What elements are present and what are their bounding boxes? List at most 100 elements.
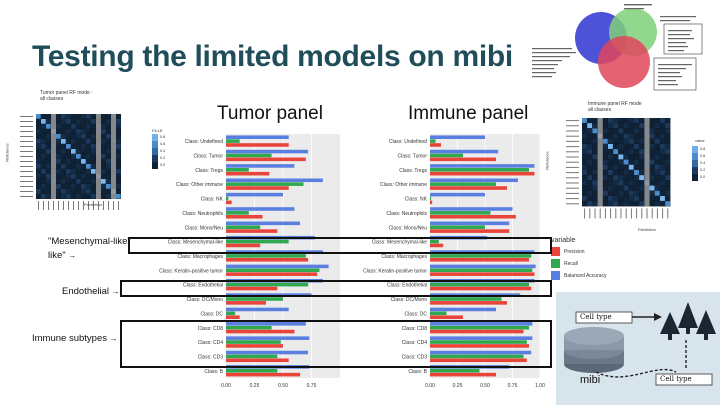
heatmap-cell: [76, 169, 81, 174]
x-tick-label: 0.50: [278, 383, 288, 389]
bar-balanced-accuracy: [430, 221, 510, 226]
heatmap-cell: [587, 180, 593, 186]
heatmap-cell: [41, 149, 46, 154]
heatmap-cell: [101, 159, 106, 164]
bar-balanced-accuracy: [226, 178, 323, 183]
bar-precision: [226, 301, 266, 305]
annotation-immune-subtypes: Immune subtypes →: [32, 333, 118, 344]
heatmap-cell: [639, 144, 645, 149]
left-heatmap-y-label: Reference: [4, 143, 10, 162]
heatmap-cell: [660, 144, 665, 149]
col-label-line: [118, 201, 119, 210]
heatmap-cell: [101, 179, 106, 184]
heatmap-cell: [649, 128, 655, 134]
heatmap-cell: [654, 154, 660, 160]
x-tick-label: 0.25: [250, 383, 260, 389]
bar-recall: [430, 168, 529, 172]
heatmap-cell: [116, 129, 121, 134]
row-label-line: [566, 120, 579, 122]
category-label: Class: DC: [200, 311, 223, 317]
bar-precision: [430, 372, 496, 377]
heatmap-cell: [101, 144, 106, 149]
heatmap-cell: [618, 123, 624, 129]
heatmap-cell: [660, 190, 665, 196]
heatmap-cell: [623, 201, 629, 207]
heatmap-cell: [654, 196, 660, 201]
heatmap-cell: [81, 194, 86, 199]
category-label: Class: Keratin-positive tumor: [363, 268, 427, 274]
row-label-line: [566, 125, 579, 127]
arrow-right-icon: [654, 313, 662, 321]
bar-precision: [226, 157, 306, 162]
heatmap-cell: [660, 123, 665, 129]
heatmap-cell: [106, 164, 111, 169]
bar-precision: [430, 200, 433, 205]
heatmap-cell: [602, 133, 608, 139]
bar-recall: [226, 325, 272, 330]
heatmap-cell: [56, 134, 61, 139]
heatmap-cell: [649, 138, 655, 144]
heatmap-cell: [61, 149, 66, 154]
heatmap-cell: [587, 185, 593, 191]
heatmap-cell: [634, 175, 639, 181]
heatmap-cell: [660, 185, 665, 191]
heatmap-cell: [86, 164, 91, 169]
legend-gradient-step: [692, 153, 698, 160]
heatmap-cell: [613, 144, 619, 149]
heatmap-cell: [36, 149, 41, 154]
heatmap-cell: [41, 184, 46, 189]
heatmap-cell: [623, 149, 629, 155]
heatmap-cell: [81, 139, 86, 144]
bar-precision: [226, 358, 289, 363]
heatmap-cell: [66, 119, 71, 124]
heatmap-cell: [61, 154, 66, 159]
heatmap-cell: [61, 114, 66, 119]
heatmap-cell: [101, 119, 106, 124]
category-label: Class: CD3: [402, 354, 428, 360]
heatmap-cell: [71, 169, 76, 174]
heatmap-cell: [106, 184, 111, 189]
category-label: Class: Tregs: [195, 168, 223, 174]
heatmap-cell: [91, 124, 96, 129]
row-label-line: [566, 156, 579, 158]
heatmap-cell: [106, 119, 111, 124]
heatmap-cell: [582, 180, 587, 186]
heatmap-cell: [649, 196, 655, 201]
heatmap-cell: [56, 194, 61, 199]
col-label-line: [58, 201, 59, 210]
heatmap-cell: [116, 174, 121, 179]
heatmap-cell: [71, 184, 76, 189]
heatmap-cell: [91, 179, 96, 184]
x-tick-label: 1.00: [535, 383, 545, 389]
heatmap-cell: [608, 138, 613, 144]
heatmap-cell: [639, 185, 645, 191]
heatmap-cell: [36, 139, 41, 144]
heatmap-cell: [66, 184, 71, 189]
heatmap-cell: [81, 179, 86, 184]
heatmap-cell: [623, 154, 629, 160]
heatmap-cell: [628, 149, 634, 155]
heatmap-cell: [76, 134, 81, 139]
category-label: Class: CD4: [402, 340, 428, 346]
category-label: Class: Endothelial: [387, 283, 427, 289]
heatmap-cell: [116, 179, 121, 184]
heatmap-cell: [634, 128, 639, 134]
heatmap-cell: [86, 169, 91, 174]
heatmap-cell: [665, 170, 671, 175]
heatmap-cell: [81, 144, 86, 149]
heatmap-cell: [608, 185, 613, 191]
heatmap-cell: [101, 164, 106, 169]
x-tick-label: 0.75: [307, 383, 317, 389]
cell-type-box-bottom: [655, 373, 713, 386]
heatmap-cell: [56, 149, 61, 154]
bar-recall: [226, 368, 278, 373]
col-label-line: [610, 208, 612, 219]
heatmap-cell: [71, 179, 76, 184]
heatmap-cell: [628, 201, 634, 207]
bar-balanced-accuracy: [430, 322, 533, 326]
heatmap-cell: [654, 133, 660, 139]
heatmap-cell: [46, 134, 51, 139]
heatmap-cell: [91, 194, 96, 199]
heatmap-cell: [613, 201, 619, 207]
heatmap-cell: [639, 138, 645, 144]
